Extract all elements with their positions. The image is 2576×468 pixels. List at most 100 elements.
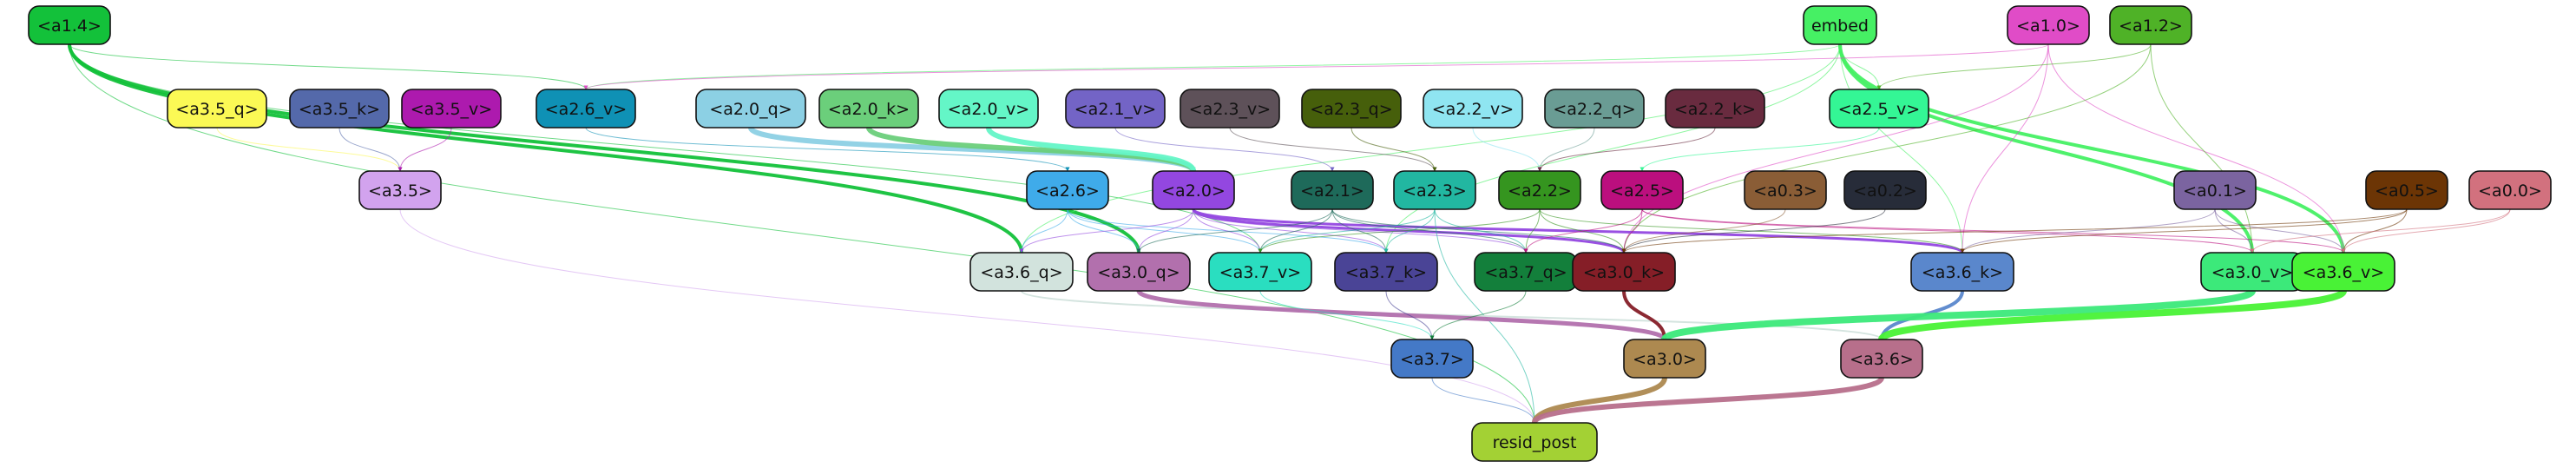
node-a3-0[interactable]: <a3.0> <box>1623 339 1706 379</box>
node-a3-7-k[interactable]: <a3.7_k> <box>1334 252 1438 292</box>
node-box <box>1334 252 1438 292</box>
edge-a2_3-to-a3_7_v <box>1258 208 1436 254</box>
node-label: <a1.0> <box>2016 16 2080 36</box>
node-box <box>1208 252 1312 292</box>
edge-a0_1-to-a3_6_k <box>1960 208 2216 254</box>
node-a3-6-q[interactable]: <a3.6_q> <box>969 252 1074 292</box>
edge-a2_1-to-a3_7_k <box>1331 208 1389 254</box>
edge-a3_0_v-to-a3_0 <box>1661 287 2256 343</box>
node-label: <a3.7> <box>1400 350 1464 369</box>
edge-a1_0-to-a3_0_k <box>1621 43 2049 254</box>
node-a1-2[interactable]: <a1.2> <box>2109 5 2192 45</box>
node-a2-6[interactable]: <a2.6> <box>1026 170 1109 210</box>
node-label: <a3.6_q> <box>980 263 1062 282</box>
edge-a1_4-to-a3_7_v <box>69 43 1263 254</box>
node-embed[interactable]: embed <box>1803 5 1877 45</box>
node-label: <a0.0> <box>2478 181 2542 201</box>
edge-a2_0-to-a3_0_q <box>1136 208 1194 254</box>
node-box <box>1423 89 1523 129</box>
node-a3-7-q[interactable]: <a3.7_q> <box>1474 252 1578 292</box>
node-a2-0-q[interactable]: <a2.0_q> <box>695 89 806 129</box>
node-label: <a3.5> <box>368 181 432 201</box>
node-label: <a2.0_v> <box>948 100 1029 119</box>
node-box <box>1600 170 1684 210</box>
node-box <box>1498 170 1581 210</box>
node-a2-0-v[interactable]: <a2.0_v> <box>938 89 1039 129</box>
edge-a1_0-to-a3_6_k <box>1960 43 2049 254</box>
edge-a3_7-to-resid_post <box>1431 377 1537 424</box>
node-a3-5-v[interactable]: <a3.5_v> <box>401 89 502 129</box>
edge-a2_0-to-a3_0_k <box>1192 208 1626 254</box>
edge-embed-to-a3_7_k <box>1383 43 1841 254</box>
edge-a2_2-to-a3_7_v <box>1258 208 1541 254</box>
edge-a2_1-to-a3_7_v <box>1258 208 1333 254</box>
node-box <box>401 89 502 129</box>
node-a2-2-k[interactable]: <a2.2_k> <box>1665 89 1765 129</box>
edge-a3_7_v-to-a3_7 <box>1259 290 1435 340</box>
node-label: <a0.1> <box>2183 181 2247 201</box>
node-a0-5[interactable]: <a0.5> <box>2365 170 2448 210</box>
node-box <box>1829 89 1929 129</box>
node-label: <a1.2> <box>2119 16 2183 36</box>
node-a3-6-v[interactable]: <a3.6_v> <box>2291 252 2395 292</box>
edge-a1_4-to-a3_0_q <box>68 43 1141 254</box>
node-label: <a2.3_v> <box>1189 100 1271 119</box>
node-a2-3[interactable]: <a2.3> <box>1393 170 1476 210</box>
node-a2-3-v[interactable]: <a2.3_v> <box>1180 89 1280 129</box>
node-a2-2-v[interactable]: <a2.2_v> <box>1423 89 1523 129</box>
edge-a2_3-to-a3_7_k <box>1383 208 1436 254</box>
node-a2-5-v[interactable]: <a2.5_v> <box>1829 89 1929 129</box>
node-label: <a2.0_q> <box>709 100 792 119</box>
node-label: <a3.6_k> <box>1922 263 2003 282</box>
edge-embed-to-a3_0_v <box>1838 43 2255 254</box>
node-box <box>1572 252 1676 292</box>
node-label: <a3.0_v> <box>2211 263 2293 282</box>
node-resid-post[interactable]: resid_post <box>1471 422 1598 462</box>
node-label: <a3.7_q> <box>1484 263 1567 282</box>
node-a3-0-v[interactable]: <a3.0_v> <box>2200 252 2304 292</box>
node-a1-0[interactable]: <a1.0> <box>2007 5 2090 45</box>
node-a3-6[interactable]: <a3.6> <box>1840 339 1923 379</box>
edge-a3_0_q-to-a3_0 <box>1136 288 1667 342</box>
node-a3-0-k[interactable]: <a3.0_k> <box>1572 252 1676 292</box>
node-box <box>1623 339 1706 379</box>
node-box <box>167 89 267 129</box>
node-a2-0[interactable]: <a2.0> <box>1152 170 1235 210</box>
node-label: embed <box>1811 16 1869 36</box>
node-a2-5[interactable]: <a2.5> <box>1600 170 1684 210</box>
node-box <box>1910 252 2014 292</box>
node-box <box>2109 5 2192 45</box>
node-a2-6-v[interactable]: <a2.6_v> <box>536 89 636 129</box>
node-a3-5-q[interactable]: <a3.5_q> <box>167 89 267 129</box>
node-label: <a2.3> <box>1403 181 1467 201</box>
node-a3-0-q[interactable]: <a3.0_q> <box>1087 252 1191 292</box>
node-a3-5-k[interactable]: <a3.5_k> <box>289 89 390 129</box>
node-a2-2[interactable]: <a2.2> <box>1498 170 1581 210</box>
edge-a0_1-to-a3_6_v <box>2214 208 2346 254</box>
node-a2-2-q[interactable]: <a2.2_q> <box>1544 89 1645 129</box>
node-a1-4[interactable]: <a1.4> <box>28 5 111 45</box>
node-a3-5[interactable]: <a3.5> <box>358 170 442 210</box>
node-label: <a3.0_k> <box>1583 263 1665 282</box>
node-a2-0-k[interactable]: <a2.0_k> <box>818 89 919 129</box>
node-a0-3[interactable]: <a0.3> <box>1744 170 1827 210</box>
node-a3-7-v[interactable]: <a3.7_v> <box>1208 252 1312 292</box>
node-a0-2[interactable]: <a0.2> <box>1843 170 1927 210</box>
edge-a1_2-to-a3_0_v <box>2150 43 2255 254</box>
node-a2-1[interactable]: <a2.1> <box>1291 170 1374 210</box>
node-a3-6-k[interactable]: <a3.6_k> <box>1910 252 2014 292</box>
node-a2-3-q[interactable]: <a2.3_q> <box>1301 89 1402 129</box>
node-box <box>536 89 636 129</box>
node-box <box>938 89 1039 129</box>
node-a3-7[interactable]: <a3.7> <box>1390 339 1474 379</box>
node-a0-1[interactable]: <a0.1> <box>2173 170 2257 210</box>
edge-a2_6_v-to-a2_6 <box>585 127 1070 172</box>
node-label: resid_post <box>1493 433 1577 452</box>
node-a0-0[interactable]: <a0.0> <box>2468 170 2552 210</box>
node-a2-1-v[interactable]: <a2.1_v> <box>1065 89 1166 129</box>
edge-a2_0-to-a3_6_k <box>1192 208 1965 254</box>
edge-a2_2_k-to-a2_2 <box>1537 127 1716 172</box>
edge-a0_1-to-a3_0_v <box>2214 208 2255 254</box>
edge-a2_1-to-a3_0_q <box>1136 208 1333 254</box>
edge-a2_5-to-a3_0_k <box>1621 208 1643 254</box>
